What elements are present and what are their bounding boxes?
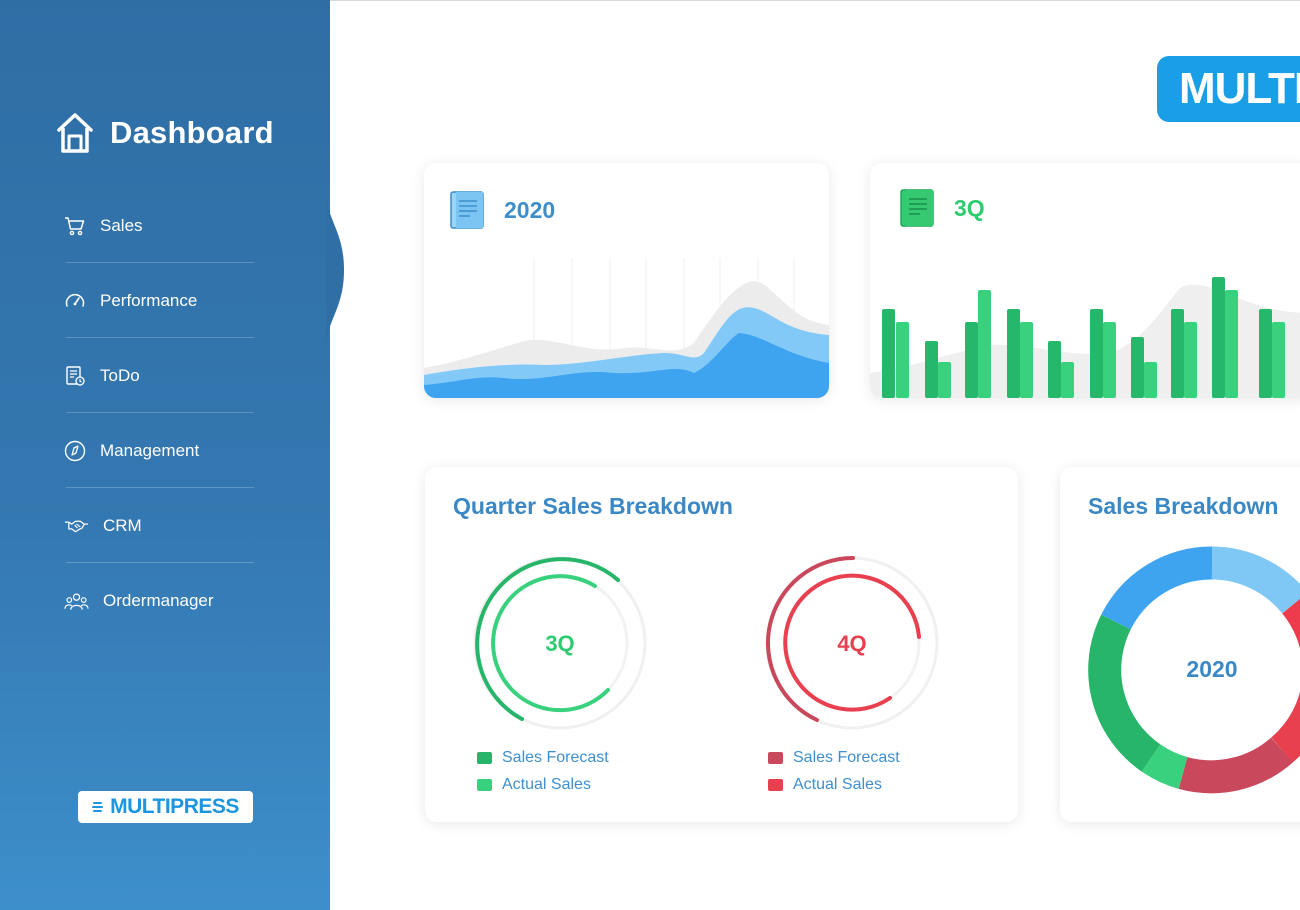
- year-chart-card[interactable]: 2020: [424, 163, 829, 398]
- document-icon: [450, 191, 484, 229]
- speedometer-icon: [65, 293, 85, 307]
- home-icon: [57, 113, 93, 153]
- sales-breakdown-title: Sales Breakdown: [1088, 493, 1279, 519]
- sidebar-item-label: Management: [100, 440, 200, 460]
- quarter-value: 3Q: [954, 194, 985, 221]
- sidebar-item-sales[interactable]: Sales: [64, 188, 254, 263]
- donut-segment: [1178, 737, 1293, 794]
- sales-donut-chart: [1088, 546, 1300, 794]
- sidebar-header[interactable]: Dashboard: [56, 112, 274, 154]
- sidebar-tab-bump: [326, 190, 344, 350]
- legend-label: Actual Sales: [502, 775, 591, 793]
- gauge-4q: [765, 556, 939, 730]
- sidebar-item-label: CRM: [103, 515, 142, 535]
- quarter-breakdown-card[interactable]: Quarter Sales Breakdown 3Q 4Q Sales Fore…: [425, 467, 1018, 822]
- sidebar-nav: Sales Performance ToDo Management CR: [64, 188, 254, 638]
- gauge-4q-label: 4Q: [837, 631, 867, 656]
- card-header: 3Q: [900, 189, 985, 227]
- sidebar-item-performance[interactable]: Performance: [64, 263, 254, 338]
- sidebar-item-label: Ordermanager: [103, 590, 214, 610]
- gauge-3q-label: 3Q: [545, 631, 575, 656]
- quarter-breakdown-title: Quarter Sales Breakdown: [453, 493, 733, 519]
- sidebar-item-label: Performance: [100, 290, 198, 310]
- year-area-chart: [424, 258, 829, 398]
- sidebar-item-ordermanager[interactable]: Ordermanager: [64, 563, 254, 638]
- quarter-chart-card[interactable]: 3Q: [870, 163, 1300, 398]
- donut-segment: [1088, 614, 1161, 772]
- legend-swatch: [768, 751, 783, 764]
- donut-segment: [1101, 546, 1213, 630]
- donut-segment: [1281, 598, 1300, 649]
- card-header: 2020: [450, 191, 555, 229]
- donut-segment: [1270, 691, 1300, 763]
- top-border: [330, 0, 1300, 1]
- handshake-icon: [64, 520, 89, 532]
- sidebar-item-label: Sales: [100, 215, 143, 235]
- donut-segment: [1211, 546, 1300, 614]
- sidebar-item-todo[interactable]: ToDo: [64, 338, 254, 413]
- group-icon: [64, 592, 89, 610]
- logo-lines-icon: [92, 802, 104, 812]
- sidebar-item-crm[interactable]: CRM: [64, 488, 254, 563]
- legend-item[interactable]: Actual Sales: [477, 771, 609, 798]
- legend-label: Sales Forecast: [793, 748, 900, 766]
- gauge-4q-legend: Sales Forecast Actual Sales: [768, 744, 900, 798]
- quarter-gauges: [473, 556, 939, 730]
- legend-label: Actual Sales: [793, 775, 882, 793]
- gauge-3q: [473, 556, 647, 730]
- legend-label: Sales Forecast: [502, 748, 609, 766]
- top-logo: MULTIPRESS: [1157, 56, 1300, 122]
- sidebar-title: Dashboard: [110, 115, 274, 150]
- legend-swatch: [477, 751, 492, 764]
- sales-breakdown-card[interactable]: Sales Breakdown 2020: [1060, 467, 1300, 822]
- cart-icon: [65, 216, 85, 235]
- gauge-3q-legend: Sales Forecast Actual Sales: [477, 744, 609, 798]
- donut-segment: [1141, 744, 1188, 789]
- legend-item[interactable]: Sales Forecast: [477, 744, 609, 771]
- legend-item[interactable]: Sales Forecast: [768, 744, 900, 771]
- document-icon: [900, 189, 934, 227]
- legend-swatch: [768, 778, 783, 791]
- bar-group: [882, 277, 1285, 398]
- sidebar-logo-text: MULTIPRESS: [110, 795, 239, 818]
- donut-center-label: 2020: [1186, 656, 1238, 682]
- checklist-icon: [66, 365, 85, 386]
- sidebar: [0, 0, 330, 910]
- top-logo-text: MULTIPRESS: [1179, 64, 1300, 113]
- compass-icon: [64, 440, 86, 461]
- quarter-bar-chart: [870, 277, 1300, 398]
- sidebar-logo: MULTIPRESS: [78, 791, 253, 823]
- year-value: 2020: [504, 196, 556, 223]
- sidebar-item-label: ToDo: [100, 365, 140, 385]
- legend-swatch: [477, 778, 492, 791]
- sidebar-item-management[interactable]: Management: [64, 413, 254, 488]
- legend-item[interactable]: Actual Sales: [768, 771, 900, 798]
